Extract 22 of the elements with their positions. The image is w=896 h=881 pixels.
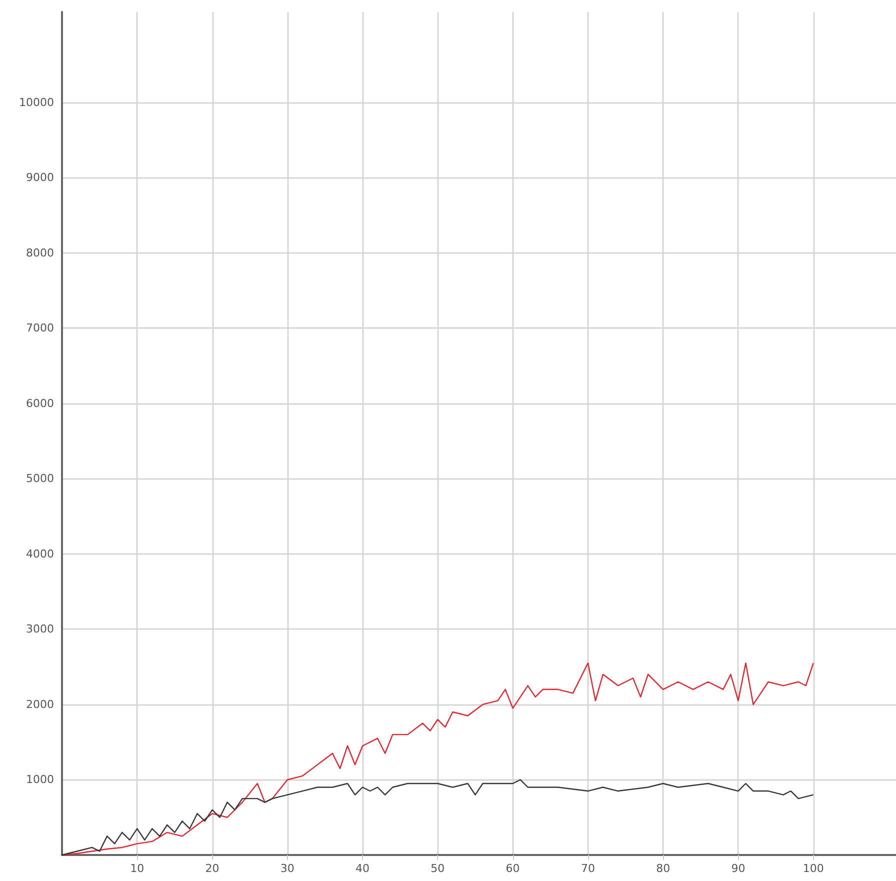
y-tick-label: 10000 bbox=[19, 96, 54, 109]
y-tick-label: 7000 bbox=[26, 322, 54, 335]
x-tick-label: 70 bbox=[580, 862, 595, 875]
line-series bbox=[61, 662, 814, 856]
y-tick-label: 1000 bbox=[26, 773, 54, 786]
x-tick-label: 60 bbox=[506, 862, 520, 875]
y-tick-label: 8000 bbox=[26, 246, 54, 260]
x-tick-label: 80 bbox=[656, 862, 670, 875]
y-tick-label: 2000 bbox=[26, 698, 54, 711]
x-tick-label: 100 bbox=[802, 862, 824, 875]
x-tick-label: 10 bbox=[130, 862, 144, 875]
x-tick-label: 20 bbox=[205, 862, 220, 875]
y-tick-label: 5000 bbox=[26, 472, 54, 486]
x-tick-label: 30 bbox=[280, 862, 294, 875]
line-series bbox=[61, 779, 814, 856]
x-tick-label: 90 bbox=[731, 862, 746, 875]
y-tick-label: 4000 bbox=[26, 547, 54, 560]
y-tick-label: 3000 bbox=[26, 622, 54, 636]
x-tick-label: 50 bbox=[430, 862, 445, 875]
y-tick-label: 6000 bbox=[26, 396, 54, 410]
y-tick-label: 9000 bbox=[26, 171, 54, 184]
x-tick-label: 40 bbox=[356, 862, 370, 875]
